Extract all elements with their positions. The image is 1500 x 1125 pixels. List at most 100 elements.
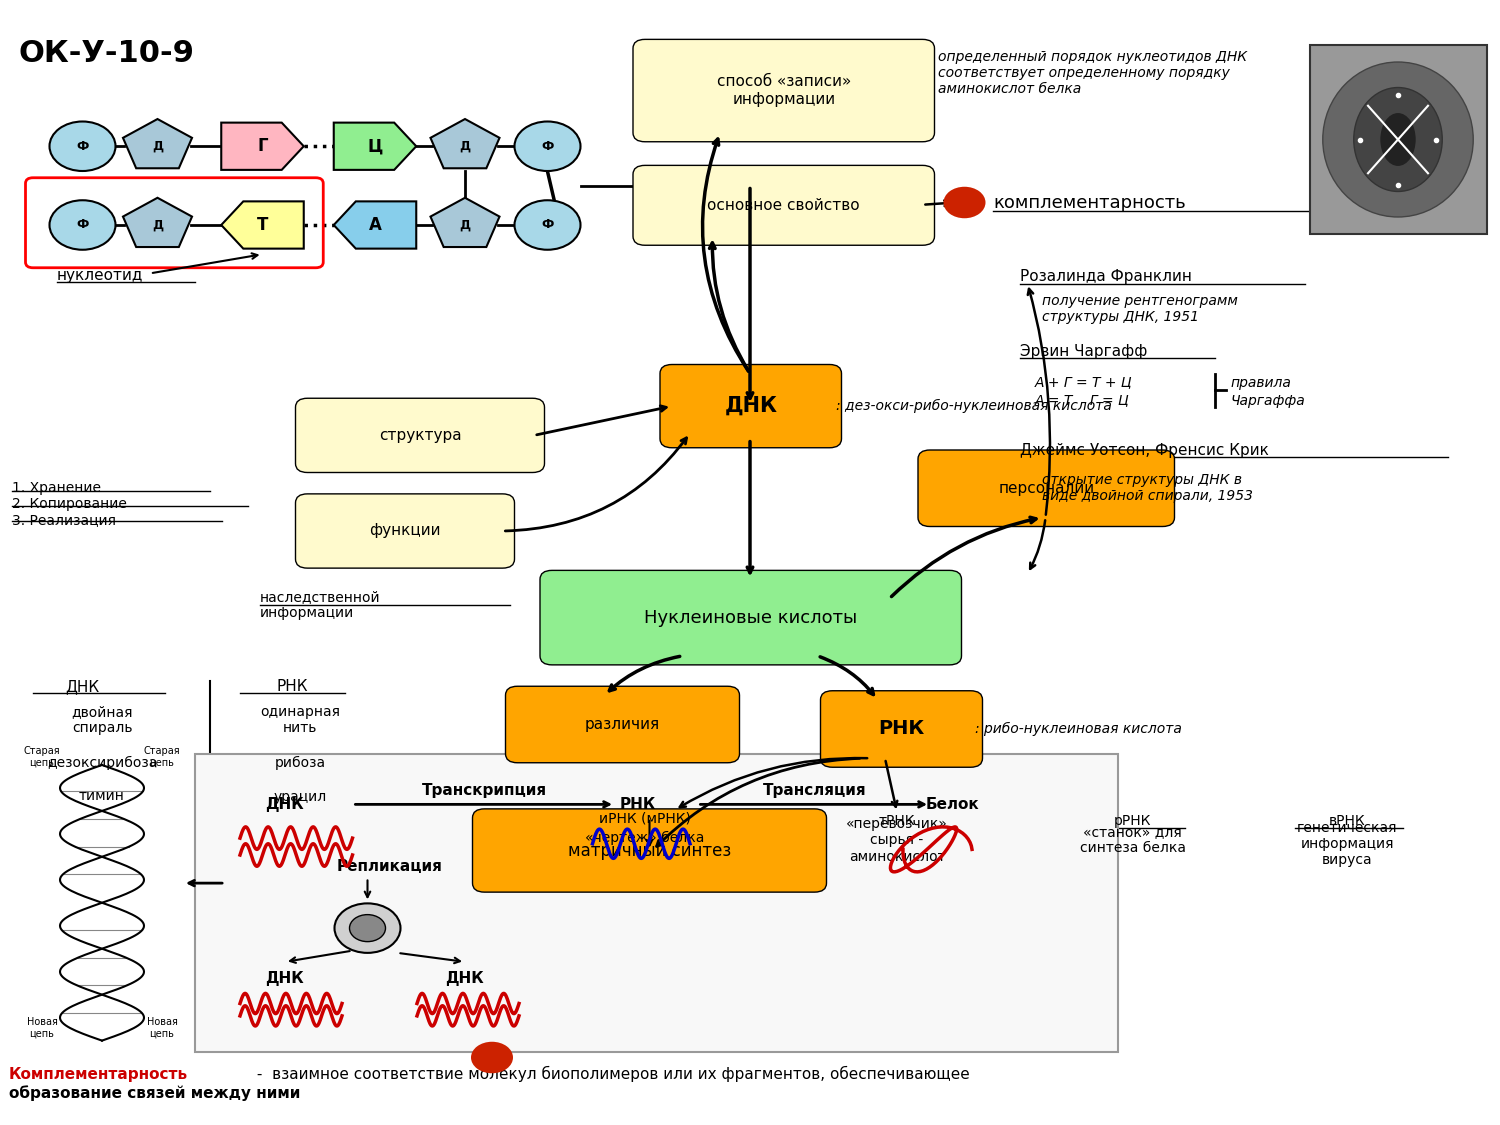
Text: РНК: РНК bbox=[879, 720, 924, 738]
Text: способ «записи»
информации: способ «записи» информации bbox=[717, 74, 850, 107]
Text: Эрвин Чаргафф: Эрвин Чаргафф bbox=[1020, 343, 1148, 359]
Text: различия: различия bbox=[585, 717, 660, 732]
Text: ДНК: ДНК bbox=[724, 396, 777, 416]
Text: «перевозчик»
сырья -
аминокислот: «перевозчик» сырья - аминокислот bbox=[846, 817, 948, 864]
Text: рРНК: рРНК bbox=[1114, 814, 1150, 828]
Text: ДНК: ДНК bbox=[266, 796, 305, 812]
Text: Комплементарность: Комплементарность bbox=[9, 1066, 188, 1082]
FancyBboxPatch shape bbox=[296, 398, 544, 472]
Text: комплементарность: комплементарность bbox=[993, 193, 1185, 212]
Text: А = Т    Г = Ц: А = Т Г = Ц bbox=[1035, 394, 1130, 407]
Polygon shape bbox=[222, 201, 303, 249]
Text: Старая
цепь: Старая цепь bbox=[24, 746, 60, 767]
FancyBboxPatch shape bbox=[633, 165, 934, 245]
Text: Ц: Ц bbox=[368, 137, 382, 155]
Text: Д: Д bbox=[152, 140, 164, 153]
FancyBboxPatch shape bbox=[506, 686, 740, 763]
Text: нуклеотид: нуклеотид bbox=[57, 268, 144, 284]
Polygon shape bbox=[430, 198, 500, 248]
Text: Транскрипция: Транскрипция bbox=[422, 783, 548, 799]
Polygon shape bbox=[333, 123, 417, 170]
Text: определенный порядок нуклеотидов ДНК
соответствует определенному порядку
аминоки: определенный порядок нуклеотидов ДНК соо… bbox=[938, 50, 1246, 97]
Text: дезоксирибоза: дезоксирибоза bbox=[46, 756, 158, 770]
Polygon shape bbox=[430, 119, 500, 169]
Text: иРНК (мРНК): иРНК (мРНК) bbox=[598, 812, 692, 826]
Text: Д: Д bbox=[459, 140, 471, 153]
Text: А + Г = Т + Ц: А + Г = Т + Ц bbox=[1035, 376, 1132, 389]
FancyBboxPatch shape bbox=[540, 570, 962, 665]
Text: -  взаимное соответствие молекул биополимеров или их фрагментов, обеспечивающее: - взаимное соответствие молекул биополим… bbox=[252, 1066, 969, 1082]
Text: урацил: урацил bbox=[273, 790, 327, 803]
Polygon shape bbox=[123, 198, 192, 248]
Text: Д: Д bbox=[152, 218, 164, 232]
Text: генетическая
информация
вируса: генетическая информация вируса bbox=[1296, 820, 1398, 867]
FancyBboxPatch shape bbox=[918, 450, 1174, 526]
FancyBboxPatch shape bbox=[1310, 45, 1486, 234]
Text: Джеймс Уотсон, Френсис Крик: Джеймс Уотсон, Френсис Крик bbox=[1020, 442, 1269, 458]
Text: Трансляция: Трансляция bbox=[762, 783, 867, 799]
Polygon shape bbox=[123, 119, 192, 169]
Text: Нуклеиновые кислоты: Нуклеиновые кислоты bbox=[644, 609, 858, 627]
Polygon shape bbox=[333, 201, 417, 249]
Text: функции: функции bbox=[369, 523, 441, 539]
Text: РНК: РНК bbox=[276, 678, 309, 694]
Text: РНК: РНК bbox=[620, 796, 656, 812]
Ellipse shape bbox=[1380, 112, 1416, 166]
Text: основное свойство: основное свойство bbox=[708, 198, 860, 213]
FancyBboxPatch shape bbox=[296, 494, 514, 568]
Text: : дез-окси-рибо-нуклеиновая кислота: : дез-окси-рибо-нуклеиновая кислота bbox=[836, 399, 1112, 413]
Text: Т: Т bbox=[256, 216, 268, 234]
Text: тимин: тимин bbox=[80, 790, 124, 803]
Text: получение рентгенограмм
структуры ДНК, 1951: получение рентгенограмм структуры ДНК, 1… bbox=[1042, 295, 1239, 324]
Text: Белок: Белок bbox=[926, 796, 980, 812]
Text: Ф: Ф bbox=[76, 140, 88, 153]
Circle shape bbox=[50, 122, 116, 171]
Text: вРНК: вРНК bbox=[1329, 814, 1365, 828]
Text: рибоза: рибоза bbox=[274, 756, 326, 770]
Text: 1. Хранение
2. Копирование
3. Реализация: 1. Хранение 2. Копирование 3. Реализация bbox=[12, 480, 128, 528]
Text: образование связей между ними: образование связей между ними bbox=[9, 1086, 300, 1101]
FancyBboxPatch shape bbox=[821, 691, 983, 767]
Circle shape bbox=[50, 200, 116, 250]
Text: Ф: Ф bbox=[542, 140, 554, 153]
Text: Ф: Ф bbox=[542, 218, 554, 232]
Ellipse shape bbox=[1323, 62, 1473, 217]
Text: Ф: Ф bbox=[76, 218, 88, 232]
Polygon shape bbox=[222, 123, 303, 170]
Text: матричный синтез: матричный синтез bbox=[568, 842, 730, 860]
FancyBboxPatch shape bbox=[633, 39, 934, 142]
Text: Новая
цепь: Новая цепь bbox=[27, 1017, 57, 1038]
Text: двойная
спираль: двойная спираль bbox=[72, 705, 132, 735]
Circle shape bbox=[514, 200, 580, 250]
Text: наследственной
информации: наследственной информации bbox=[260, 591, 380, 620]
Text: «чертеж» белка: «чертеж» белка bbox=[585, 831, 705, 845]
Text: Г: Г bbox=[256, 137, 268, 155]
FancyBboxPatch shape bbox=[660, 364, 842, 448]
Text: открытие структуры ДНК в
виде двойной спирали, 1953: открытие структуры ДНК в виде двойной сп… bbox=[1042, 474, 1254, 503]
FancyBboxPatch shape bbox=[195, 754, 1118, 1052]
Circle shape bbox=[514, 122, 580, 171]
Text: «станок» для
синтеза белка: «станок» для синтеза белка bbox=[1080, 826, 1185, 855]
Text: Старая
цепь: Старая цепь bbox=[144, 746, 180, 767]
Circle shape bbox=[471, 1042, 513, 1073]
Ellipse shape bbox=[1353, 88, 1443, 191]
Circle shape bbox=[334, 903, 400, 953]
Text: Д: Д bbox=[459, 218, 471, 232]
Text: Розалинда Франклин: Розалинда Франклин bbox=[1020, 269, 1192, 285]
Text: персоналии: персоналии bbox=[998, 480, 1095, 496]
Text: Новая
цепь: Новая цепь bbox=[147, 1017, 177, 1038]
Text: структура: структура bbox=[378, 428, 462, 443]
Text: ОК-У-10-9: ОК-У-10-9 bbox=[18, 39, 194, 69]
Text: : рибо-нуклеиновая кислота: : рибо-нуклеиновая кислота bbox=[975, 722, 1182, 736]
Text: ДНК: ДНК bbox=[266, 971, 305, 987]
Text: Репликация: Репликация bbox=[338, 858, 442, 874]
Circle shape bbox=[350, 915, 386, 942]
Text: ДНК: ДНК bbox=[446, 971, 485, 987]
Text: ДНК: ДНК bbox=[66, 678, 99, 694]
FancyBboxPatch shape bbox=[472, 809, 826, 892]
Text: А: А bbox=[369, 216, 381, 234]
Circle shape bbox=[944, 187, 986, 218]
Text: правила: правила bbox=[1230, 376, 1292, 389]
Text: Чаргаффа: Чаргаффа bbox=[1230, 394, 1305, 407]
Text: тРНК: тРНК bbox=[879, 814, 915, 828]
